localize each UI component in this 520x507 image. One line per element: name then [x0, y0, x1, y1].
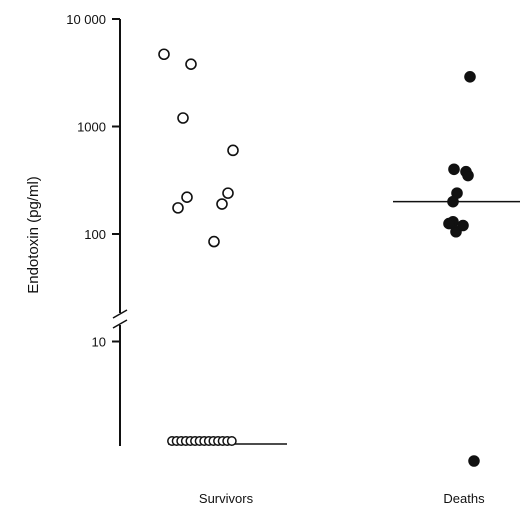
data-point	[185, 58, 197, 70]
data-point	[468, 455, 480, 467]
data-point	[462, 169, 474, 182]
axis-break-mark	[112, 309, 128, 319]
y-axis-group	[112, 19, 128, 446]
data-point	[172, 202, 184, 214]
data-point	[226, 436, 237, 446]
category-labels: Survivors Deaths	[199, 491, 485, 506]
y-tick-label: 10 000	[66, 12, 106, 27]
y-tick-label: 10	[92, 335, 106, 350]
data-point	[181, 191, 193, 203]
category-label: Deaths	[443, 491, 485, 506]
data-points	[158, 48, 480, 467]
data-point	[447, 195, 459, 208]
data-point	[222, 187, 234, 199]
data-point	[177, 112, 189, 124]
data-point	[158, 48, 170, 61]
data-point	[227, 144, 239, 157]
data-point	[464, 70, 476, 83]
data-point	[216, 198, 228, 210]
y-axis-label: Endotoxin (pg/ml)	[25, 176, 42, 294]
y-tick-label: 100	[84, 227, 106, 242]
data-point	[448, 163, 460, 176]
y-ticks: 10 000 1000 100 10	[66, 12, 120, 350]
median-lines	[168, 200, 520, 445]
y-tick-label: 1000	[77, 120, 106, 135]
category-label: Survivors	[199, 491, 254, 506]
axis-break-mark	[112, 319, 128, 329]
data-point	[443, 217, 455, 230]
data-point	[208, 235, 220, 248]
data-point	[457, 219, 469, 232]
data-point	[450, 225, 462, 238]
